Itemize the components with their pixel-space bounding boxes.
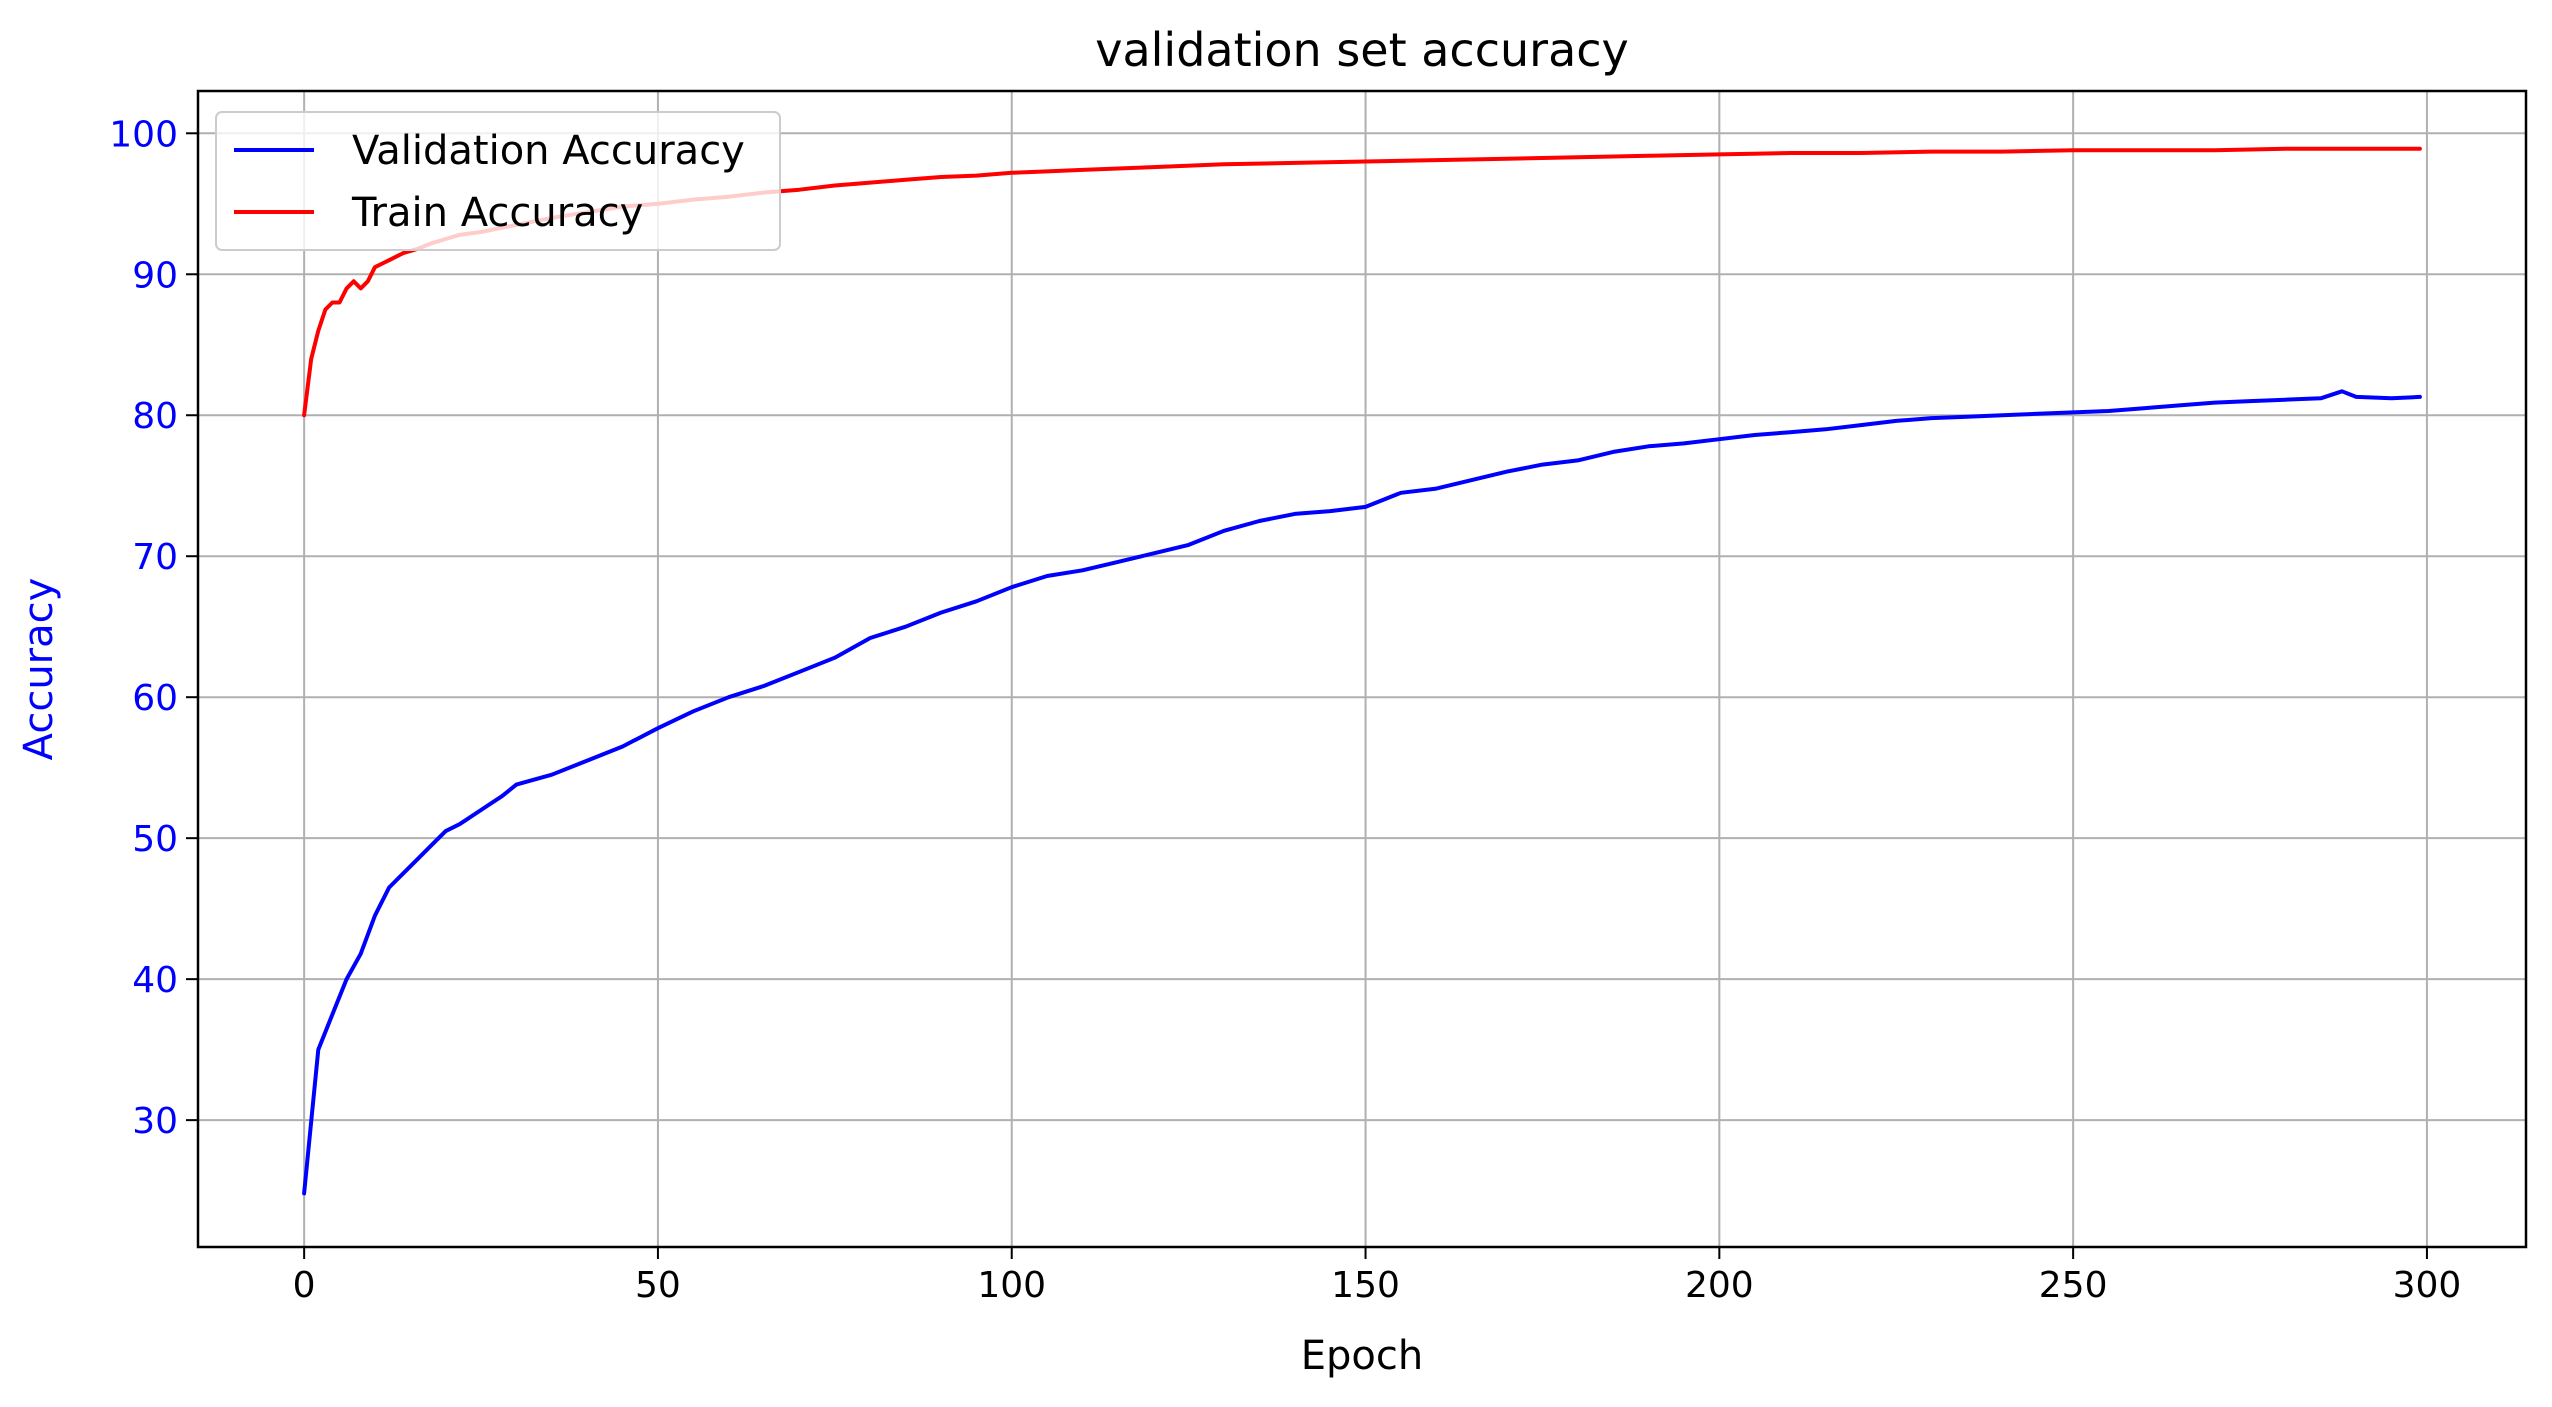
chart-title: validation set accuracy (1095, 23, 1629, 77)
legend-label: Validation Accuracy (352, 128, 745, 174)
x-tick-label: 200 (1685, 1265, 1754, 1306)
legend-box (215, 111, 781, 251)
y-tick-label: 80 (132, 396, 178, 437)
legend-label: Train Accuracy (351, 190, 643, 236)
legend: Validation Accuracy Train Accuracy (215, 111, 781, 251)
plot-area-frame (196, 89, 2528, 1249)
y-axis-label: Accuracy (16, 578, 62, 761)
x-tick-label: 100 (977, 1265, 1046, 1306)
series-line (302, 389, 2422, 1196)
y-axis: 30 40 50 60 70 80 90 100 (109, 114, 198, 1142)
series-lines (302, 146, 2422, 1196)
y-tick-label: 60 (132, 678, 178, 719)
y-tick-label: 50 (132, 819, 178, 860)
series-line (302, 146, 2422, 418)
x-tick-label: 150 (1331, 1265, 1400, 1306)
x-tick-label: 250 (2039, 1265, 2108, 1306)
x-axis: 0 50 100 150 200 250 300 (293, 1247, 2462, 1306)
x-axis-label: Epoch (1301, 1333, 1423, 1379)
grid (198, 91, 2526, 1247)
y-tick-label: 100 (109, 114, 178, 155)
y-tick-label: 30 (132, 1101, 178, 1142)
x-tick-label: 300 (2393, 1265, 2462, 1306)
y-tick-label: 70 (132, 537, 178, 578)
x-tick-label: 0 (293, 1265, 316, 1306)
y-tick-label: 90 (132, 255, 178, 296)
x-tick-label: 50 (635, 1265, 681, 1306)
y-tick-label: 40 (132, 960, 178, 1001)
